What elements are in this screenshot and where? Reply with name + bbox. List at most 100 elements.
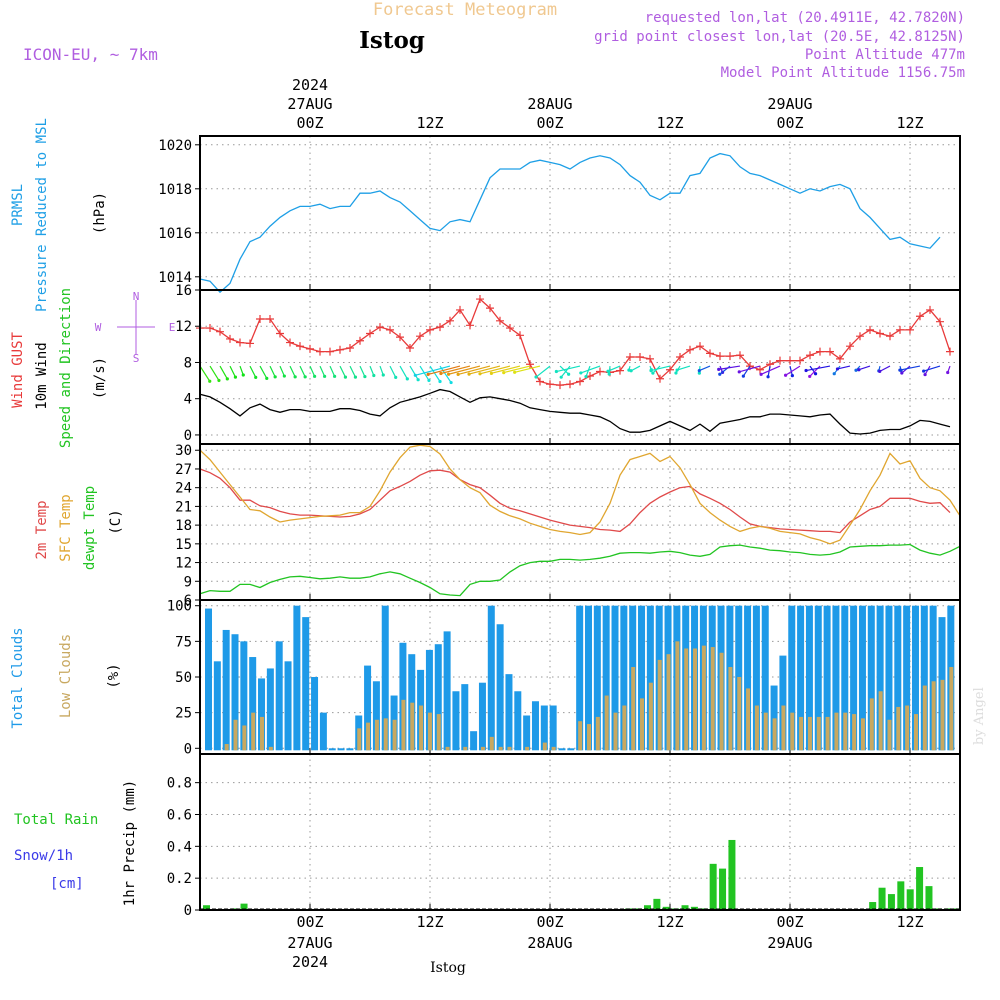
bottom-time-label-0-1: 27AUG (287, 934, 332, 952)
gust-marker-69 (886, 332, 894, 341)
top-time-label-0-0: 2024 (292, 76, 328, 94)
gust-marker-45 (646, 354, 654, 363)
total-cloud-bar-64 (770, 685, 778, 751)
low-cloud-bar-71 (834, 712, 839, 751)
total-cloud-bar-62 (752, 605, 760, 751)
wind-arrow-head-20 (405, 377, 409, 381)
low-cloud-bar-33 (498, 746, 503, 751)
wind-arrow-23 (429, 365, 441, 382)
low-cloud-bar-78 (896, 706, 901, 751)
gust-marker-71 (906, 325, 914, 334)
wind-arrow-head-3 (233, 375, 238, 379)
total-cloud-bar-70 (823, 605, 831, 751)
total-cloud-bar-44 (593, 605, 601, 751)
gust-marker-48 (676, 353, 684, 362)
low-cloud-bar-60 (737, 677, 742, 751)
low-cloud-bar-6 (260, 716, 265, 751)
total-cloud-bar-82 (929, 605, 937, 751)
total-cloud-bar-66 (788, 605, 796, 751)
low-cloud-bar-32 (489, 736, 494, 751)
bottom-time-label-0-2: 2024 (292, 953, 328, 971)
total-cloud-bar-78 (894, 605, 902, 751)
gust-marker-59 (786, 356, 794, 365)
wind-arrow-26 (427, 365, 461, 375)
low-cloud-bar-69 (816, 716, 821, 751)
total-cloud-bar-29 (461, 684, 469, 751)
bottom-time-label-4-0: 00Z (776, 913, 803, 931)
low-cloud-bar-29 (463, 746, 468, 751)
wind-arrow-head-74 (922, 369, 926, 373)
ytick-label-2-4: 18 (175, 518, 192, 534)
wind-arrow-44 (630, 365, 641, 372)
total-cloud-bar-75 (867, 605, 875, 751)
wind-arrow-head-32 (489, 371, 493, 375)
total-cloud-bar-63 (761, 605, 769, 751)
wind-arrow-58 (760, 365, 781, 375)
total-cloud-bar-3 (231, 634, 239, 751)
gust-marker-32 (516, 331, 524, 340)
total-cloud-bar-43 (585, 605, 592, 751)
gust-marker-44 (636, 353, 644, 362)
rain-bar-52 (690, 906, 698, 910)
footer-location: Istog (430, 960, 466, 976)
total-cloud-bar-18 (364, 665, 372, 751)
wind-arrow-head-16 (363, 374, 367, 379)
wind-arrow-head-44 (629, 369, 633, 373)
compass-icon: N S W E (95, 290, 176, 365)
top-time-label-0-2: 00Z (296, 114, 323, 132)
total-cloud-bar-65 (779, 655, 787, 751)
rain-bar-48 (653, 898, 661, 910)
snow-label: Snow/1h (14, 848, 73, 864)
wind-arrow-47 (650, 365, 671, 372)
low-cloud-bar-59 (728, 667, 733, 751)
total-cloud-bar-8 (275, 641, 283, 751)
ytick-label-4-0: 0 (184, 903, 192, 919)
wind-arrow-69 (879, 365, 891, 372)
low-cloud-bar-75 (869, 698, 874, 751)
wind-arrow-head-55 (741, 374, 745, 378)
panel-2: 6 9 12 15 18 21 24 27 30 (175, 443, 961, 609)
low-cloud-bar-83 (940, 679, 945, 751)
series-dewpt-temp (199, 543, 961, 597)
wind-arrow-head-42 (606, 369, 610, 373)
ytick-label-2-5: 21 (175, 499, 192, 515)
gust-marker-72 (916, 312, 924, 321)
wind-arrow-51 (699, 365, 711, 372)
gust-marker-60 (796, 356, 804, 365)
total-cloud-bar-38 (540, 705, 548, 751)
total-cloud-bar-31 (478, 682, 486, 751)
total-cloud-bar-68 (805, 605, 813, 751)
wind-arrow-head-75 (946, 370, 950, 375)
gust-marker-74 (936, 317, 944, 326)
low-cloud-bar-5 (251, 712, 256, 751)
wind-arrow-head-34 (513, 370, 517, 374)
low-cloud-bar-61 (746, 688, 751, 751)
low-cloud-bar-53 (675, 641, 680, 751)
wind-arrow-1 (209, 365, 220, 381)
low-cloud-bar-51 (657, 659, 662, 751)
gust-marker-33 (526, 360, 534, 369)
gust-marker-49 (686, 345, 694, 354)
gust-marker-21 (406, 343, 414, 352)
wind-arrow-3 (229, 365, 236, 378)
wind-arrow-head-72 (898, 368, 902, 372)
wind-arrow-55 (742, 365, 751, 377)
low-cloud-bar-58 (719, 652, 724, 751)
low-cloud-bar-49 (640, 698, 645, 751)
gust-marker-18 (376, 323, 384, 332)
wind-arrow-head-2 (225, 377, 229, 381)
rain-bar-54 (709, 863, 717, 910)
ytick-label-4-1: 0.2 (167, 871, 192, 887)
low-clouds-label: Low Clouds (58, 634, 74, 718)
total-cloud-bar-14 (328, 748, 336, 751)
low-cloud-bar-24 (419, 705, 424, 751)
wind-arrow-10 (299, 365, 306, 378)
gridpoint-coords: grid point closest lon,lat (20.5E, 42.81… (594, 29, 965, 45)
low-cloud-bar-21 (392, 719, 397, 751)
low-cloud-bar-54 (684, 648, 689, 751)
total-cloud-bar-45 (602, 605, 610, 751)
compass-south: S (133, 352, 140, 365)
wind-arrow-head-15 (353, 375, 358, 379)
wind-arrow-head-71 (900, 371, 904, 375)
